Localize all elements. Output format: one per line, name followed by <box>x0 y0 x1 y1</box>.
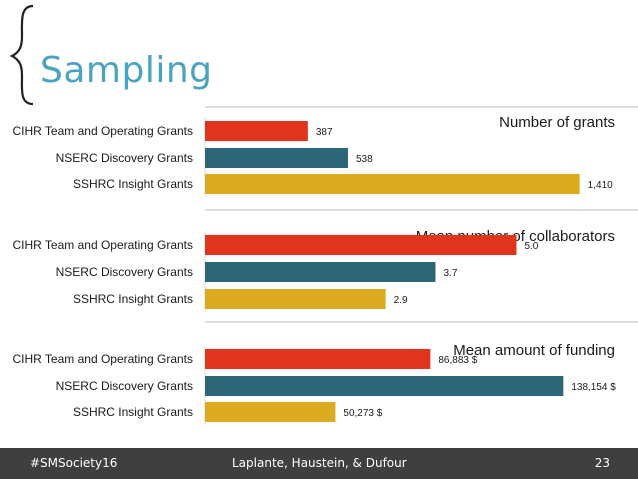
chart-1-bar <box>205 148 348 168</box>
chart-2-value-label: 3.7 <box>443 268 457 279</box>
chart-1-title: Number of grants <box>499 114 615 131</box>
chart-2-category-label: SSHRC Insight Grants <box>73 292 193 306</box>
chart-1-bar <box>205 174 580 194</box>
chart-3-value-label: 86,883 $ <box>438 355 477 366</box>
chart-1-value-label: 538 <box>356 154 373 165</box>
chart-2-value-label: 2.9 <box>394 295 408 306</box>
chart-3-category-label: NSERC Discovery Grants <box>56 379 193 393</box>
chart-3-bar <box>205 349 431 369</box>
chart-1-category-label: NSERC Discovery Grants <box>56 151 193 165</box>
slide-title: Sampling <box>40 50 213 91</box>
chart-3-value-label: 138,154 $ <box>571 382 616 393</box>
chart-1-category-label: CIHR Team and Operating Grants <box>12 124 193 138</box>
chart-2-category-label: NSERC Discovery Grants <box>56 265 193 279</box>
chart-2-bar <box>205 262 436 282</box>
chart-1-value-label: 387 <box>316 127 333 138</box>
chart-3-bar <box>205 402 336 422</box>
chart-3-category-label: CIHR Team and Operating Grants <box>12 352 193 366</box>
footer-authors: Laplante, Haustein, & Dufour <box>232 456 407 470</box>
bar-charts: Number of grants CIHR Team and Operating … <box>12 106 638 425</box>
chart-3-value-label: 50,273 $ <box>343 408 382 419</box>
chart-1-bar <box>205 121 308 141</box>
chart-2-bar <box>205 289 386 309</box>
chart-2-bar <box>205 235 517 255</box>
footer-hashtag: #SMSociety16 <box>30 456 118 470</box>
chart-3-category-label: SSHRC Insight Grants <box>73 405 193 419</box>
chart-3-bar <box>205 376 564 396</box>
slide-footer: #SMSociety16 Laplante, Haustein, & Dufou… <box>0 448 638 479</box>
chart-1-value-label: 1,410 <box>588 180 613 191</box>
chart-1-category-label: SSHRC Insight Grants <box>73 177 193 191</box>
curly-brace-decoration <box>9 4 34 106</box>
chart-2-value-label: 5.0 <box>524 241 538 252</box>
chart-2-category-label: CIHR Team and Operating Grants <box>12 238 193 252</box>
chart-3-title: Mean amount of funding <box>453 342 615 359</box>
footer-page-number: 23 <box>594 456 610 470</box>
